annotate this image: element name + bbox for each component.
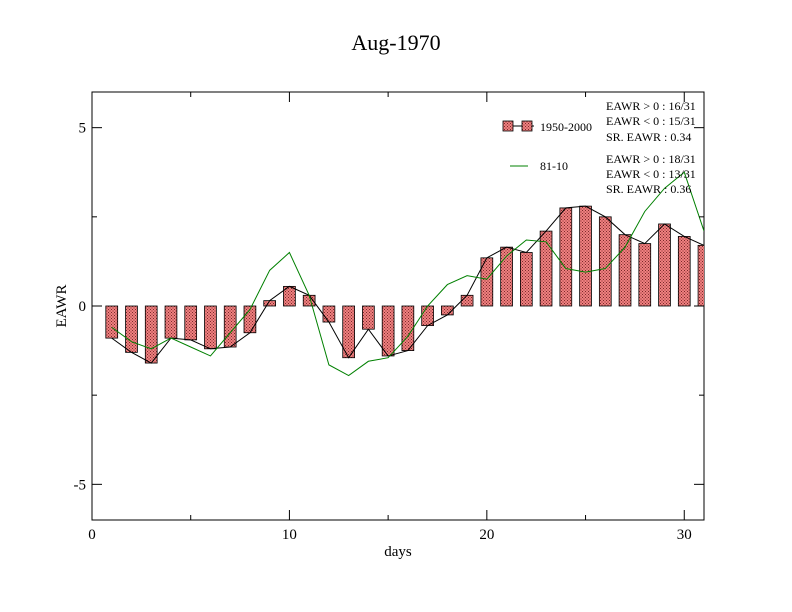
stat-line: SR. EAWR : 0.36	[606, 182, 691, 196]
bar-day-22	[520, 252, 533, 307]
bar-day-2	[125, 305, 138, 353]
bar-day-6	[204, 305, 217, 350]
stat-line: EAWR < 0 : 15/31	[606, 114, 696, 128]
legend-bar-swatch-right	[521, 120, 533, 132]
y-axis-label: EAWR	[54, 285, 70, 328]
chart-title: Aug-1970	[351, 30, 440, 55]
y-tick-label: 5	[79, 121, 87, 137]
bar-day-12	[322, 305, 336, 323]
stat-line: EAWR > 0 : 18/31	[606, 152, 696, 166]
x-tick-label: 0	[88, 527, 96, 543]
x-tick-label: 20	[479, 527, 494, 543]
y-tick-label: -5	[74, 477, 87, 493]
bar-day-14	[362, 305, 375, 330]
bar-day-27	[618, 234, 632, 307]
bar-day-29	[658, 223, 671, 307]
bar-day-17	[421, 305, 434, 327]
bar-day-5	[184, 305, 198, 341]
bar-day-7	[223, 305, 237, 348]
bar-day-28	[638, 243, 652, 307]
stats-annotations: EAWR > 0 : 16/31 EAWR < 0 : 15/31 SR. EA…	[606, 99, 696, 196]
bar-day-25	[579, 205, 592, 307]
bar-day-19	[460, 294, 474, 307]
bar-day-3	[144, 305, 158, 364]
x-axis-label: days	[384, 544, 412, 560]
line-series-81-10	[111, 171, 704, 377]
legend: 1950-2000 81-10	[502, 120, 592, 173]
bar-series-connector-line	[111, 205, 704, 364]
bar-day-30	[677, 236, 691, 307]
x-tick-label: 10	[282, 527, 297, 543]
stat-line: EAWR < 0 : 13/31	[606, 167, 696, 181]
stat-line: SR. EAWR : 0.34	[606, 130, 691, 144]
bar-day-24	[559, 207, 573, 307]
y-tick-label: 0	[79, 299, 87, 315]
x-tick-label: 30	[677, 527, 692, 543]
line-series-group	[111, 171, 704, 377]
stat-line: EAWR > 0 : 16/31	[606, 99, 696, 113]
bar-day-16	[401, 305, 415, 351]
bar-day-31	[697, 244, 704, 307]
legend-bar-swatch-left	[502, 120, 514, 132]
bar-day-15	[381, 305, 395, 357]
bar-day-1	[105, 305, 119, 339]
axis-ticks: 0 10 20 30 -5 0 5	[74, 92, 704, 543]
legend-label-81-10: 81-10	[540, 159, 568, 173]
bar-day-4	[164, 305, 178, 339]
legend-label-1950-2000: 1950-2000	[540, 120, 592, 134]
bar-day-26	[598, 216, 612, 307]
